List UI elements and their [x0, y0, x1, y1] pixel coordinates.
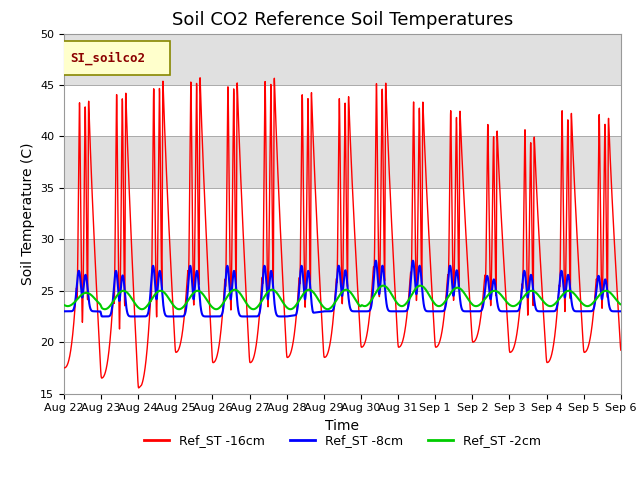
- Y-axis label: Soil Temperature (C): Soil Temperature (C): [20, 143, 35, 285]
- X-axis label: Time: Time: [325, 419, 360, 433]
- Title: Soil CO2 Reference Soil Temperatures: Soil CO2 Reference Soil Temperatures: [172, 11, 513, 29]
- Bar: [64, 240, 621, 291]
- Legend: Ref_ST -16cm, Ref_ST -8cm, Ref_ST -2cm: Ref_ST -16cm, Ref_ST -8cm, Ref_ST -2cm: [139, 429, 546, 452]
- Bar: [64, 34, 621, 85]
- Bar: [64, 136, 621, 188]
- Text: SI_soilco2: SI_soilco2: [70, 51, 146, 65]
- FancyBboxPatch shape: [61, 41, 170, 75]
